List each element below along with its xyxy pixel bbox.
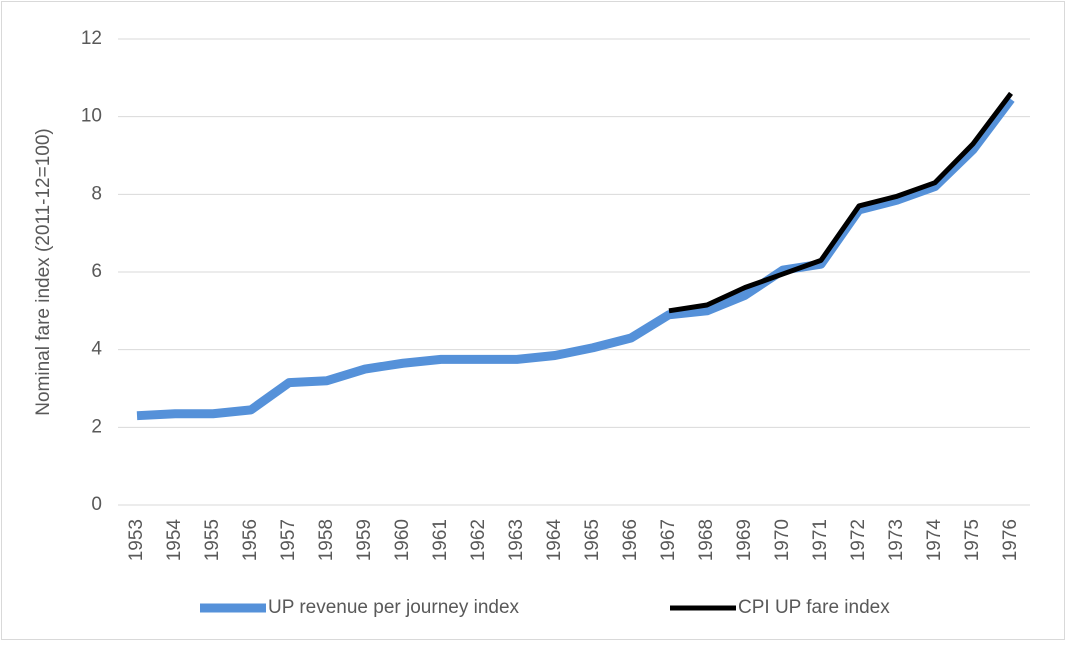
y-tick-label: 6 xyxy=(91,261,102,282)
x-tick-label: 1976 xyxy=(1000,519,1021,561)
x-tick-label: 1971 xyxy=(810,519,831,561)
x-tick-label: 1969 xyxy=(734,519,755,561)
y-tick-label: 2 xyxy=(91,416,102,437)
x-tick-label: 1974 xyxy=(924,519,945,562)
x-tick-label: 1966 xyxy=(620,519,641,561)
x-tick-label: 1972 xyxy=(848,519,869,561)
y-tick-label: 10 xyxy=(81,106,102,127)
x-tick-label: 1975 xyxy=(962,519,983,561)
x-tick-label: 1956 xyxy=(240,519,261,561)
legend-label: CPI UP fare index xyxy=(738,597,890,618)
x-tick-label: 1968 xyxy=(696,519,717,561)
x-tick-label: 1954 xyxy=(164,519,185,562)
x-tick-label: 1973 xyxy=(886,519,907,561)
x-tick-label: 1963 xyxy=(506,519,527,561)
series-line xyxy=(136,96,1015,421)
y-tick-label: 0 xyxy=(91,494,102,515)
x-tick-label: 1957 xyxy=(278,519,299,561)
x-tick-label: 1953 xyxy=(126,519,147,561)
y-tick-label: 12 xyxy=(81,28,102,49)
x-tick-label: 1970 xyxy=(772,519,793,561)
x-tick-label: 1965 xyxy=(582,519,603,561)
x-tick-label: 1959 xyxy=(354,519,375,561)
x-tick-label: 1960 xyxy=(392,519,413,561)
x-tick-label: 1961 xyxy=(430,519,451,561)
x-tick-label: 1967 xyxy=(658,519,679,561)
y-tick-label: 4 xyxy=(91,339,102,360)
series-line xyxy=(668,91,1013,314)
legend-label: UP revenue per journey index xyxy=(268,597,520,618)
y-axis-title: Nominal fare index (2011-12=100) xyxy=(33,128,54,415)
y-tick-label: 8 xyxy=(91,183,102,204)
x-tick-label: 1958 xyxy=(316,519,337,561)
x-tick-label: 1964 xyxy=(544,519,565,562)
x-tick-label: 1955 xyxy=(202,519,223,561)
x-tick-label: 1962 xyxy=(468,519,489,561)
